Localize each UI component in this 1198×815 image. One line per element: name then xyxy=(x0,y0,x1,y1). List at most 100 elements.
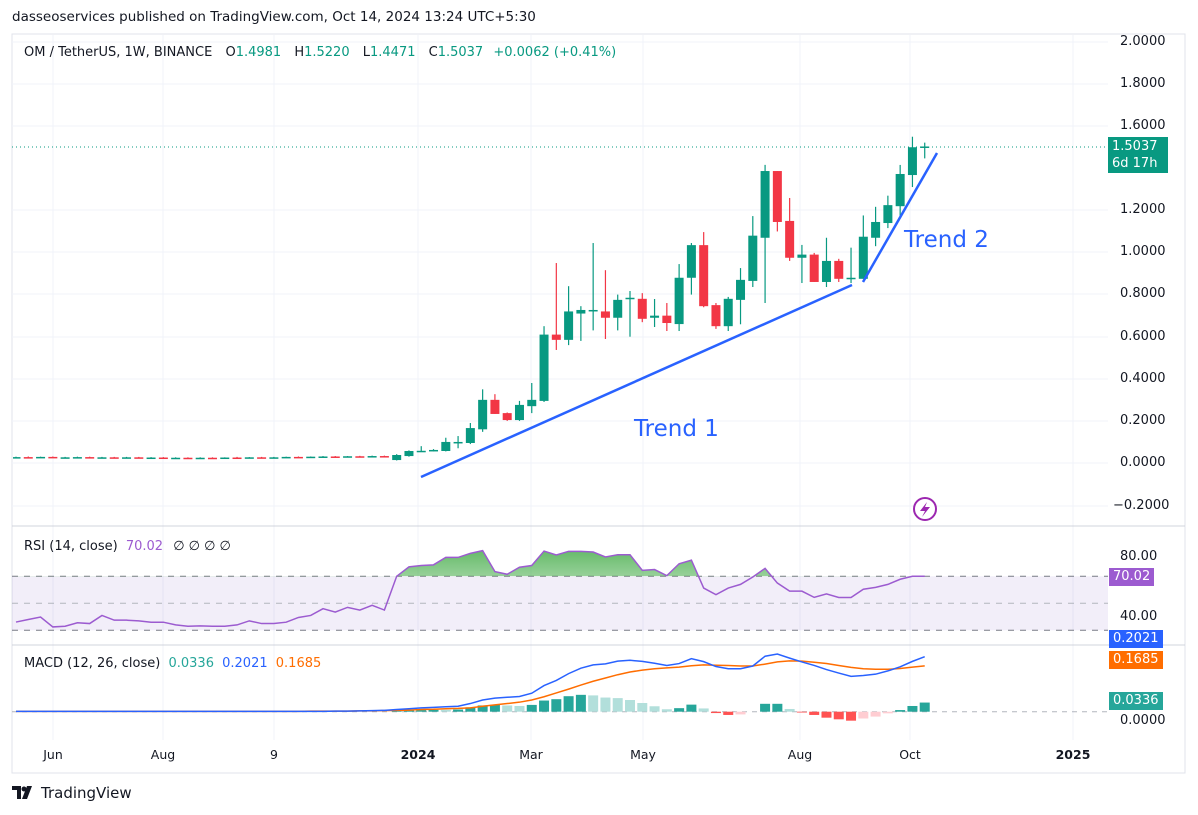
rsi-legend: RSI (14, close) 70.02 ∅ ∅ ∅ ∅ xyxy=(24,539,231,554)
time-axis-label: 9 xyxy=(270,747,278,762)
candle xyxy=(404,450,414,457)
trend-2-label[interactable]: Trend 2 xyxy=(904,227,989,253)
macd-histogram-bar xyxy=(440,709,451,712)
candle-body xyxy=(72,457,82,459)
last-price: 1.5037 xyxy=(1112,139,1158,154)
candle-body xyxy=(699,245,709,307)
macd-line-tag: 0.2021 xyxy=(1109,630,1163,648)
macd-title[interactable]: MACD (12, 26, close) xyxy=(24,656,161,671)
high-key: H xyxy=(294,45,305,60)
rsi-line xyxy=(15,549,925,628)
candle xyxy=(207,457,217,460)
candle xyxy=(465,423,475,445)
trend-1-label[interactable]: Trend 1 xyxy=(634,416,719,442)
candle xyxy=(809,252,819,282)
candle-body xyxy=(13,457,21,459)
publish-info: dasseoservices published on TradingView.… xyxy=(12,9,536,25)
candle-body xyxy=(736,279,746,300)
candle-body xyxy=(343,456,353,458)
rsi-axis-40: 40.00 xyxy=(1120,609,1158,624)
candle-body xyxy=(588,309,598,312)
candle-body xyxy=(637,298,647,319)
macd-histogram-bar xyxy=(637,702,648,712)
candle-body xyxy=(195,457,205,460)
macd-histogram-bar xyxy=(710,711,721,714)
candle xyxy=(514,400,524,421)
candle xyxy=(416,446,426,453)
time-axis-label: 2024 xyxy=(400,747,436,762)
time-axis-label: Mar xyxy=(519,747,543,762)
low-key: L xyxy=(362,45,370,60)
candle xyxy=(613,294,623,331)
candle xyxy=(158,457,168,460)
candle-body xyxy=(723,298,733,327)
rsi-band xyxy=(12,576,1108,631)
candle xyxy=(858,215,868,279)
macd-histogram-bar xyxy=(502,705,513,712)
macd-histogram-bar xyxy=(760,703,771,712)
macd-hist-tag: 0.0336 xyxy=(1109,692,1163,710)
candle-body xyxy=(662,315,672,324)
low-value: 1.4471 xyxy=(370,45,416,60)
candle xyxy=(429,449,439,452)
candle-body xyxy=(711,305,721,327)
candle-body xyxy=(85,457,95,459)
macd-histogram-bar xyxy=(674,708,685,712)
price-axis-label: 2.0000 xyxy=(1120,34,1166,49)
price-axis-label: 1.2000 xyxy=(1120,202,1166,217)
candle xyxy=(244,457,254,459)
macd-histogram-bar xyxy=(846,711,857,721)
candle-body xyxy=(686,245,696,278)
candle-body xyxy=(600,311,610,318)
time-axis-label: May xyxy=(630,747,656,762)
candle-body xyxy=(355,456,365,458)
macd-histogram-bar xyxy=(833,711,844,720)
candle-body xyxy=(330,456,340,458)
macd-histogram-bar xyxy=(870,711,881,717)
candle xyxy=(281,456,291,459)
lightning-icon[interactable] xyxy=(913,497,937,521)
macd-histogram-bar xyxy=(919,702,930,712)
candle-body xyxy=(318,456,328,458)
time-axis-label: Aug xyxy=(787,747,813,762)
candle-body xyxy=(416,450,426,453)
candles xyxy=(13,136,930,461)
candle xyxy=(527,383,537,414)
candle xyxy=(478,389,488,432)
symbol-legend: OM / TetherUS, 1W, BINANCE O1.4981 H1.52… xyxy=(24,45,616,60)
candle-body xyxy=(748,235,758,281)
macd-histogram-bar xyxy=(784,708,795,712)
candle xyxy=(637,293,647,323)
candle xyxy=(674,264,684,332)
candle-body xyxy=(281,456,291,459)
macd-hist-value: 0.0336 xyxy=(168,656,214,671)
open-key: O xyxy=(225,45,236,60)
trend-line-1[interactable] xyxy=(420,283,853,479)
symbol-title[interactable]: OM / TetherUS, 1W, BINANCE xyxy=(24,45,213,60)
price-axis-label: 1.8000 xyxy=(1120,76,1166,91)
candle-body xyxy=(293,456,303,459)
candle-body xyxy=(269,457,279,459)
candle xyxy=(564,286,574,346)
tradingview-brand[interactable]: TradingView xyxy=(12,784,132,802)
candle xyxy=(907,136,917,188)
price-axis-label: 1.6000 xyxy=(1120,118,1166,133)
macd-histogram-bar xyxy=(600,697,611,712)
macd-histogram-bar xyxy=(809,711,820,715)
candle-body xyxy=(404,451,414,457)
macd-histogram-bar xyxy=(428,709,439,712)
trend-line-2[interactable] xyxy=(861,152,939,283)
candle-body xyxy=(379,456,389,458)
macd-histogram-bar xyxy=(551,699,562,712)
price-axis-label: 0.8000 xyxy=(1120,286,1166,301)
candle-body xyxy=(527,399,537,407)
candle-body xyxy=(453,441,463,444)
candle-body xyxy=(760,171,770,238)
candle xyxy=(343,456,353,458)
price-axis-label: 0.4000 xyxy=(1120,371,1166,386)
open-value: 1.4981 xyxy=(235,45,282,60)
candle xyxy=(23,456,33,459)
rsi-title[interactable]: RSI (14, close) xyxy=(24,539,118,554)
candle xyxy=(846,247,856,284)
